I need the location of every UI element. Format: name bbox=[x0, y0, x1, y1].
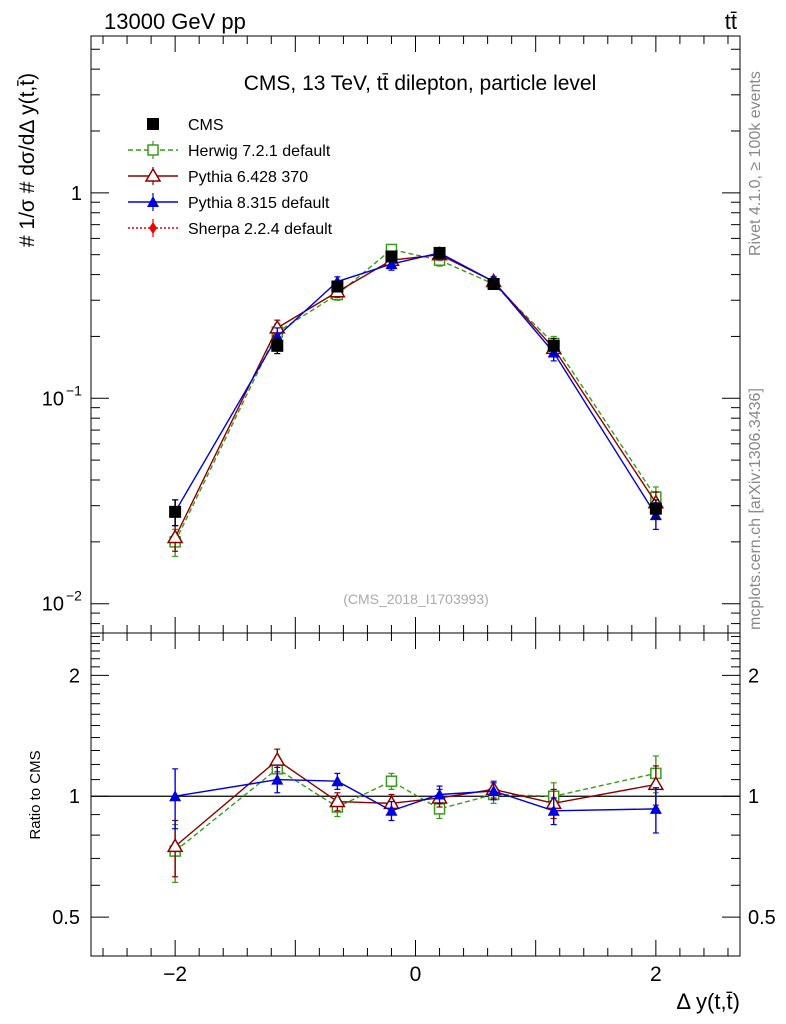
legend-marker bbox=[147, 144, 159, 156]
main-data-point bbox=[166, 529, 184, 544]
legend-label: Sherpa 2.2.4 default bbox=[188, 221, 333, 238]
ratio-series-herwig-7-2-1-default bbox=[169, 755, 662, 884]
x-tick-label: 0 bbox=[410, 963, 422, 986]
legend-item: Pythia 6.428 370 bbox=[128, 167, 308, 186]
main-series-line bbox=[174, 248, 657, 543]
main-data-point bbox=[169, 505, 182, 518]
ratio-y-tick-label-right: 0.5 bbox=[748, 907, 776, 929]
legend-marker bbox=[144, 167, 162, 182]
main-series-pythia-8-315-default bbox=[169, 246, 662, 530]
analysis-watermark: (CMS_2018_I1703993) bbox=[343, 591, 489, 607]
process-label: tt̄ bbox=[725, 9, 737, 34]
mcplots-label: mcplots.cern.ch [arXiv:1306.3436] bbox=[747, 388, 764, 630]
ratio-y-tick-label: 1 bbox=[69, 786, 80, 808]
legend-marker bbox=[149, 222, 157, 234]
main-data-point bbox=[487, 277, 500, 290]
data-series bbox=[166, 243, 665, 884]
legend-marker bbox=[147, 196, 159, 207]
main-y-axis-label: # 1/σ # dσ/dΔ y(t,t̄) bbox=[16, 73, 39, 247]
x-axis-label: Δ y(t,t̄) bbox=[676, 989, 740, 1014]
ratio-series-line bbox=[175, 778, 656, 812]
ratio-data-point bbox=[331, 775, 344, 787]
ratio-data-point bbox=[271, 773, 284, 785]
ratio-data-point bbox=[487, 785, 500, 797]
legend-item: Pythia 8.315 default bbox=[128, 193, 330, 212]
main-series-pythia-6-428-370 bbox=[166, 246, 665, 552]
main-data-point bbox=[649, 502, 662, 515]
rivet-label: Rivet 4.1.0, ≥ 100k events bbox=[747, 71, 764, 256]
ratio-series-line bbox=[174, 759, 656, 847]
ratio-data-point bbox=[385, 775, 398, 787]
ratio-data-point bbox=[169, 790, 182, 802]
ratio-series-line bbox=[174, 767, 657, 852]
ratio-data-point bbox=[547, 804, 560, 816]
ratio-y-tick-label: 0.5 bbox=[52, 907, 80, 929]
main-series-cms bbox=[169, 246, 662, 527]
main-data-point bbox=[271, 339, 284, 352]
ratio-y-tick-label-right: 2 bbox=[748, 665, 759, 687]
main-series-line bbox=[174, 252, 657, 516]
legend-item: Sherpa 2.2.4 default bbox=[128, 219, 333, 238]
legend-item: CMS bbox=[147, 117, 224, 134]
y-tick-exponent: −2 bbox=[66, 588, 82, 604]
main-data-point bbox=[385, 258, 398, 270]
energy-label: 13000 GeV pp bbox=[104, 9, 246, 34]
legend-label: Herwig 7.2.1 default bbox=[188, 143, 331, 160]
ratio-data-point bbox=[433, 788, 446, 800]
main-data-point bbox=[331, 280, 344, 293]
legend-label: CMS bbox=[188, 117, 224, 134]
x-tick-label: 2 bbox=[650, 963, 662, 986]
legend-label: Pythia 8.315 default bbox=[188, 195, 330, 212]
ratio-series-pythia-6-428-370 bbox=[166, 748, 665, 878]
ratio-data-point bbox=[329, 793, 346, 808]
legend-item: Herwig 7.2.1 default bbox=[128, 141, 331, 160]
ratio-y-tick-label-right: 1 bbox=[748, 786, 759, 808]
axis-ticks bbox=[91, 36, 740, 957]
ratio-data-point bbox=[268, 751, 286, 766]
main-series-herwig-7-2-1-default bbox=[169, 243, 662, 557]
ratio-y-tick-label: 2 bbox=[69, 665, 80, 687]
main-data-point bbox=[547, 339, 560, 352]
main-data-point bbox=[433, 246, 446, 259]
ratio-data-point bbox=[649, 802, 662, 814]
ratio-y-axis-label: Ratio to CMS bbox=[27, 750, 44, 839]
legend: CMS Herwig 7.2.1 default Pythia 6.428 370 P… bbox=[128, 117, 333, 238]
ratio-data-point bbox=[166, 837, 184, 853]
main-data-point bbox=[385, 250, 398, 263]
legend-marker bbox=[147, 118, 159, 130]
main-series-line bbox=[174, 253, 657, 538]
legend-label: Pythia 6.428 370 bbox=[188, 169, 308, 186]
ratio-series-pythia-8-315-default bbox=[169, 766, 662, 834]
y-tick-label: 10 bbox=[42, 388, 64, 410]
ratio-data-point bbox=[385, 804, 398, 816]
x-tick-label: −2 bbox=[163, 963, 187, 986]
plot-title: CMS, 13 TeV, tt̄ dilepton, particle leve… bbox=[244, 72, 597, 95]
y-tick-label: 1 bbox=[71, 183, 82, 205]
y-tick-exponent: −1 bbox=[66, 382, 82, 398]
y-tick-label: 10 bbox=[42, 594, 64, 616]
